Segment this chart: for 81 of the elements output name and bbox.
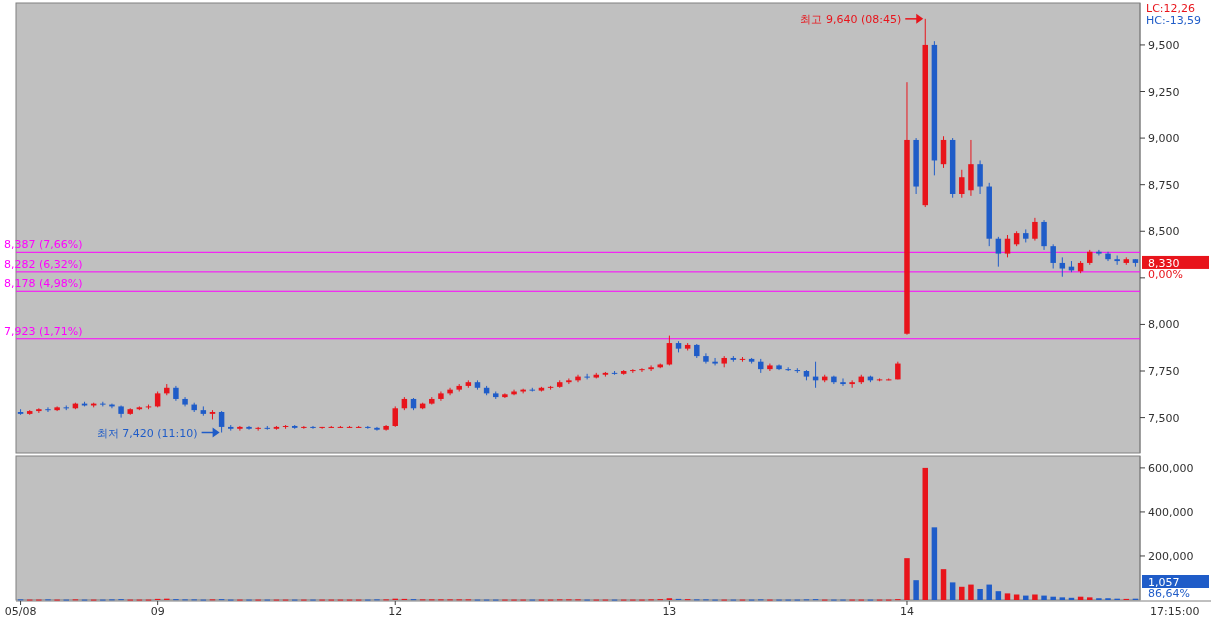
ref-line-label: 8,178 (4,98%) — [4, 277, 83, 291]
candlestick — [447, 387, 453, 396]
candlestick — [1004, 234, 1011, 258]
candlestick — [977, 159, 983, 195]
annotation: HC:-13,59 — [1146, 14, 1202, 27]
y-tick-label: 7,750 — [1148, 365, 1180, 379]
candlestick — [1032, 217, 1038, 242]
candlestick — [840, 377, 846, 387]
candlestick — [712, 357, 718, 366]
candlestick — [995, 236, 1002, 268]
bar — [995, 591, 1002, 600]
y-tick-label: 8,500 — [1148, 225, 1180, 239]
candlestick — [1050, 243, 1056, 270]
annotation: 최고 9,640 (08:45) — [800, 12, 924, 26]
y-tick-label: 600,000 — [1148, 461, 1194, 475]
ref-line: 8,282 (6,32%) — [4, 257, 1141, 273]
bar — [1023, 595, 1029, 600]
annotation: 86,64% — [1148, 587, 1190, 600]
x-tick-label: 14 — [899, 605, 914, 618]
bar — [904, 558, 910, 600]
bar — [1004, 593, 1011, 600]
candlestick — [639, 367, 645, 373]
candlestick — [1059, 256, 1066, 278]
candlestick — [310, 425, 316, 430]
candlestick — [392, 405, 398, 428]
ref-line: 7,923 (1,71%) — [4, 324, 1141, 340]
annotation: 1,057 — [1142, 575, 1209, 589]
candlestick — [849, 379, 855, 389]
annotation: 0,00% — [1148, 267, 1183, 281]
bar — [968, 584, 974, 600]
y-tick-label: 8,750 — [1148, 178, 1180, 192]
candlestick — [575, 374, 581, 383]
y-tick-label: 8,000 — [1148, 318, 1180, 332]
bar — [913, 580, 919, 600]
candlestick — [218, 410, 225, 433]
bar — [977, 588, 983, 600]
candlestick — [374, 426, 380, 432]
bar — [940, 569, 947, 600]
bar — [959, 586, 965, 600]
x-tick-label: 12 — [388, 605, 403, 618]
bar — [949, 582, 956, 600]
y-tick-label: 9,500 — [1148, 38, 1180, 52]
candlestick — [584, 373, 590, 380]
y-tick-label: 9,000 — [1148, 132, 1180, 146]
candlestick — [319, 426, 325, 430]
candlestick — [1096, 249, 1102, 256]
candlestick — [703, 352, 709, 365]
annotation: 최저 7,420 (11:10) — [96, 426, 220, 440]
y-tick-label: 9,250 — [1148, 85, 1180, 99]
ref-line-label: 8,387 (7,66%) — [4, 238, 83, 252]
annotation: 17:15:00 — [1150, 605, 1200, 618]
candlestick — [301, 425, 307, 430]
ref-line: 8,387 (7,66%) — [4, 238, 1141, 253]
candlestick — [246, 425, 252, 431]
candlestick — [237, 425, 243, 432]
bar — [922, 467, 928, 600]
annotation: 최저 7,420 (11:10) — [96, 426, 198, 440]
candlestick — [566, 377, 572, 385]
bar — [931, 527, 938, 600]
y-tick-label: 7,500 — [1148, 411, 1180, 425]
annotation: 최고 9,640 (08:45) — [800, 12, 902, 26]
y-tick-label: 200,000 — [1148, 549, 1194, 563]
bar — [1050, 596, 1056, 600]
ref-line-label: 7,923 (1,71%) — [4, 324, 83, 338]
candlestick — [666, 335, 673, 366]
x-tick-label: 13 — [662, 605, 677, 618]
ref-line-label: 8,282 (6,32%) — [4, 257, 83, 271]
bar — [1059, 597, 1066, 600]
bar — [1032, 594, 1038, 600]
y-tick-label: 400,000 — [1148, 505, 1194, 519]
candlestick — [648, 364, 654, 372]
x-tick-label: 09 — [150, 605, 165, 618]
annotation: LC:12,26 — [1146, 2, 1195, 15]
bar — [1041, 595, 1047, 600]
x-tick-label: 05/08 — [4, 605, 37, 618]
bar — [1087, 597, 1093, 600]
candlestick — [959, 169, 965, 199]
bar — [986, 584, 992, 600]
candlestick — [45, 406, 51, 413]
ref-line: 8,178 (4,98%) — [4, 277, 1141, 292]
bar — [1013, 594, 1020, 600]
